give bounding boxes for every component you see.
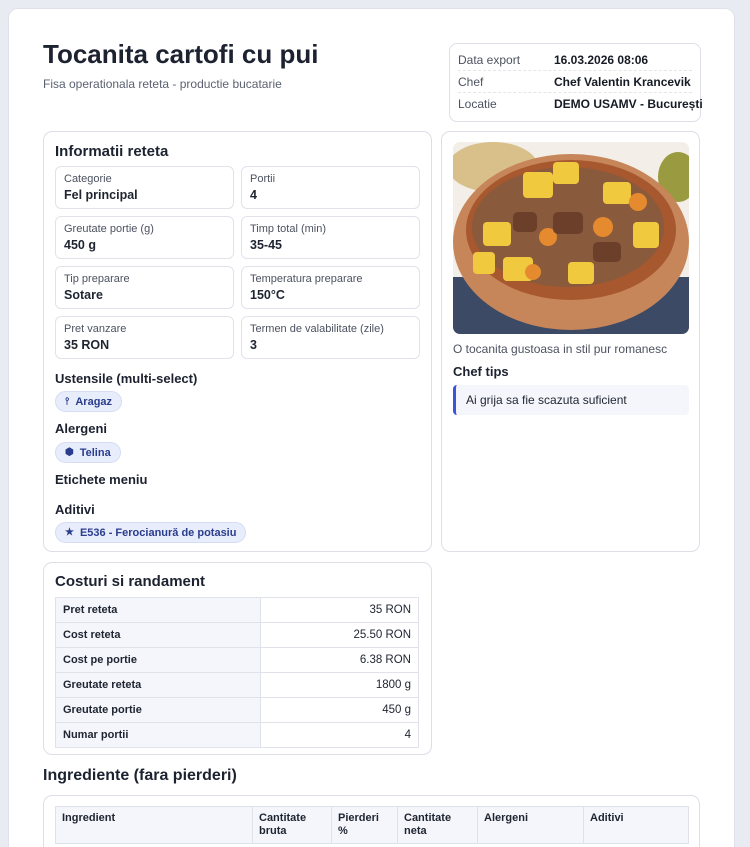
field-pret-vanzare: Pret vanzare 35 RON: [55, 316, 234, 359]
cost-label: Greutate portie: [55, 697, 261, 723]
ingredients-table: Ingredient Cantitate bruta Pierderi % Ca…: [55, 806, 689, 844]
page-title: Tocanita cartofi cu pui: [43, 39, 319, 69]
cost-label: Numar portii: [55, 722, 261, 748]
ingredients-title: Ingrediente (fara pierderi): [43, 767, 237, 784]
aditiv-chip: ★ E536 - Ferocianură de potasiu: [55, 522, 247, 543]
ingredients-card: Ingredient Cantitate bruta Pierderi % Ca…: [43, 795, 700, 847]
field-temperatura: Temperatura preparare 150°C: [241, 266, 420, 309]
field-value: 35 RON: [64, 338, 110, 352]
cost-label: Pret reteta: [55, 597, 261, 623]
field-categorie: Categorie Fel principal: [55, 166, 234, 209]
cost-label: Greutate reteta: [55, 672, 261, 698]
costs-card: Costuri si randament Pret reteta 35 RON C…: [43, 562, 432, 755]
chip-text: Telina: [79, 446, 111, 459]
meta-label: Data export: [458, 52, 521, 67]
field-label: Categorie: [64, 173, 112, 185]
table-row: Cost pe portie 6.38 RON: [55, 647, 419, 673]
field-greutate-portie: Greutate portie (g) 450 g: [55, 216, 234, 259]
meta-value: Chef Valentin Krancevik: [554, 74, 691, 89]
chip-text: Aragaz: [75, 395, 113, 408]
field-label: Tip preparare: [64, 273, 130, 285]
recipe-info-card: Informatii reteta Categorie Fel principal…: [43, 131, 432, 552]
cost-value: 4: [260, 722, 419, 748]
field-value: 35-45: [250, 238, 282, 252]
meta-row: Locatie DEMO USAMV - București: [458, 93, 703, 115]
col-cantitate-neta: Cantitate neta: [397, 806, 478, 844]
table-row: Greutate portie 450 g: [55, 697, 419, 723]
field-value: Fel principal: [64, 188, 138, 202]
table-row: Greutate reteta 1800 g: [55, 672, 419, 698]
field-value: 4: [250, 188, 257, 202]
table-row: Cost reteta 25.50 RON: [55, 622, 419, 648]
field-label: Pret vanzare: [64, 323, 127, 335]
alergeni-label: Alergeni: [55, 421, 108, 436]
col-ingredient: Ingredient: [55, 806, 253, 844]
meta-row: Chef Chef Valentin Krancevik: [458, 71, 692, 93]
meta-label: Chef: [458, 74, 484, 89]
page-subtitle: Fisa operationala reteta - productie buc…: [43, 77, 282, 91]
table-row: Pret reteta 35 RON: [55, 597, 419, 623]
recipe-sheet: Tocanita cartofi cu pui Fisa operational…: [8, 8, 735, 847]
export-meta-box: Data export 16.03.2026 08:06 Chef Chef Val…: [449, 43, 703, 122]
photo-card: O tocanita gustoasa in stil pur romanesc…: [441, 131, 700, 552]
alergen-chip: ⬢ Telina: [55, 442, 121, 463]
field-timp-total: Timp total (min) 35-45: [241, 216, 420, 259]
field-value: 3: [250, 338, 257, 352]
meta-value: DEMO USAMV - București: [554, 97, 703, 111]
field-label: Greutate portie (g): [64, 223, 154, 235]
ustensile-label: Ustensile (multi-select): [55, 371, 198, 386]
field-label: Temperatura preparare: [250, 273, 363, 285]
col-cantitate-bruta: Cantitate bruta: [252, 806, 332, 844]
table-row: Numar portii 4: [55, 722, 419, 748]
table-header: Ingredient Cantitate bruta Pierderi % Ca…: [55, 806, 689, 844]
col-aditivi: Aditivi: [583, 806, 689, 844]
chef-tip: Ai grija sa fie scazuta suficient: [453, 385, 689, 415]
cost-value: 450 g: [260, 697, 419, 723]
chip-text: E536 - Ferocianură de potasiu: [79, 526, 237, 539]
field-portii: Portii 4: [241, 166, 420, 209]
chef-tips-title: Chef tips: [453, 364, 509, 379]
cost-value: 1800 g: [260, 672, 419, 698]
meta-value: 16.03.2026 08:06: [554, 52, 649, 67]
field-tip-preparare: Tip preparare Sotare: [55, 266, 234, 309]
meta-row: Data export 16.03.2026 08:06: [458, 49, 692, 71]
field-value: 450 g: [64, 238, 96, 252]
cost-label: Cost pe portie: [55, 647, 261, 673]
cost-value: 25.50 RON: [260, 622, 419, 648]
field-value: 150°C: [250, 288, 285, 302]
section-title: Costuri si randament: [55, 573, 206, 590]
star-icon: ★: [65, 527, 74, 538]
meta-label: Locatie: [458, 97, 497, 111]
col-alergeni: Alergeni: [477, 806, 584, 844]
field-label: Portii: [250, 173, 276, 185]
etichete-label: Etichete meniu: [55, 472, 148, 487]
field-label: Termen de valabilitate (zile): [250, 323, 384, 335]
field-label: Timp total (min): [250, 223, 326, 235]
utensil-icon: ⫯: [65, 396, 70, 407]
hexagon-icon: ⬢: [65, 447, 74, 458]
ustensile-chip: ⫯ Aragaz: [55, 391, 123, 412]
costs-table: Pret reteta 35 RON Cost reteta 25.50 RON C…: [55, 597, 419, 748]
col-pierderi: Pierderi %: [331, 806, 398, 844]
photo-caption: O tocanita gustoasa in stil pur romanesc: [453, 342, 668, 356]
field-value: Sotare: [64, 288, 103, 302]
recipe-photo: [453, 142, 689, 334]
cost-label: Cost reteta: [55, 622, 261, 648]
aditivi-label: Aditivi: [55, 502, 95, 517]
field-termen-valabilitate: Termen de valabilitate (zile) 3: [241, 316, 420, 359]
section-title: Informatii reteta: [55, 143, 169, 160]
cost-value: 35 RON: [260, 597, 419, 623]
cost-value: 6.38 RON: [260, 647, 419, 673]
